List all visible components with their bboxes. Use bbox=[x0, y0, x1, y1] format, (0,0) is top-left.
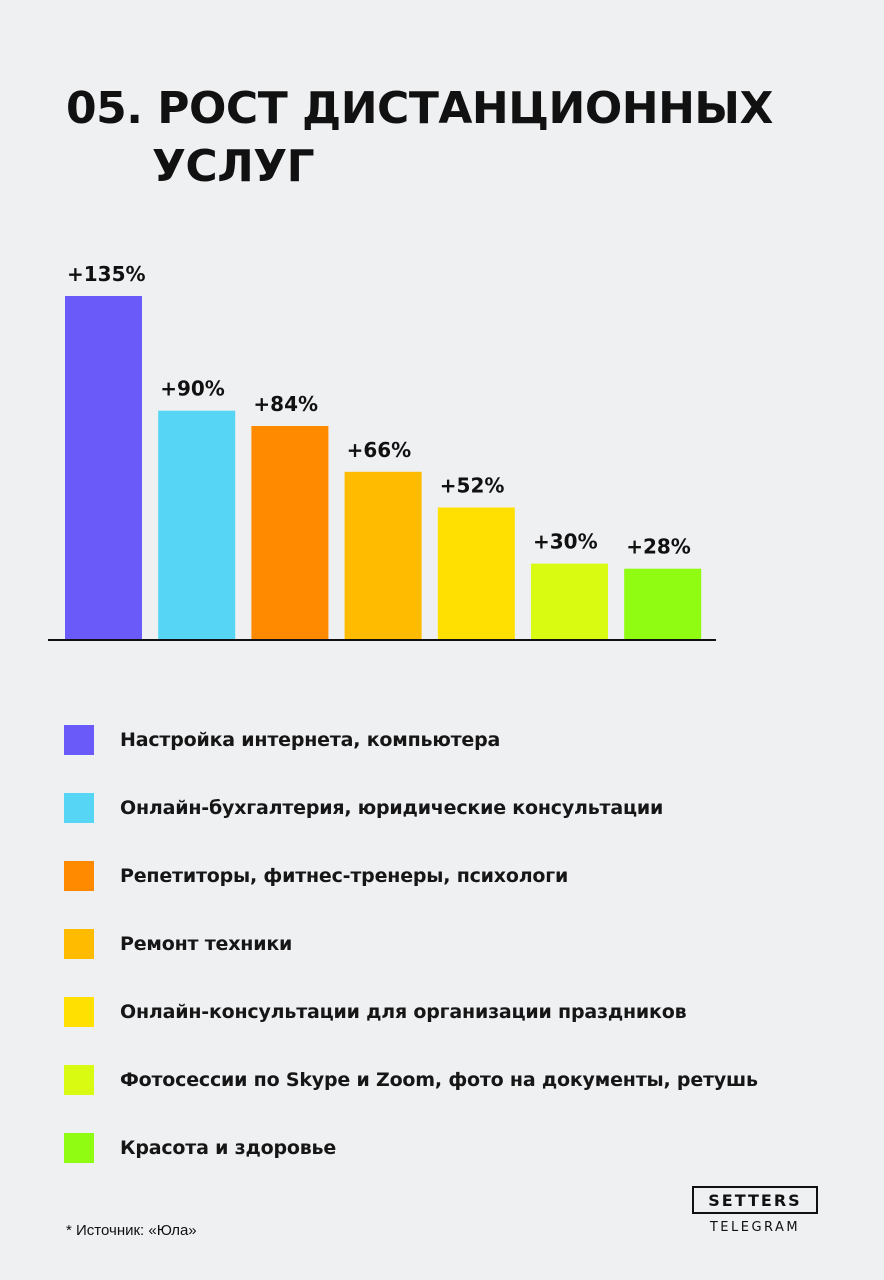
source-note: * Источник: «Юла» bbox=[66, 1222, 197, 1239]
legend-swatch bbox=[64, 861, 94, 891]
legend-label: Онлайн-консультации для организации праз… bbox=[120, 1001, 687, 1023]
bars-layer bbox=[65, 296, 702, 640]
bar-value-label-3: +84% bbox=[253, 392, 318, 416]
legend-item: Настройка интернета, компьютера bbox=[64, 706, 758, 774]
value-labels-layer: +135% +90% +84% +66% +52% +30% +28% bbox=[67, 262, 691, 559]
bar-7 bbox=[624, 568, 702, 640]
title-line-2: УСЛУГ bbox=[152, 141, 315, 192]
bar-chart: +135% +90% +84% +66% +52% +30% +28% bbox=[48, 262, 716, 641]
bar-value-label-7: +28% bbox=[626, 535, 691, 559]
legend-item: Репетиторы, фитнес-тренеры, психологи bbox=[64, 842, 758, 910]
legend-swatch bbox=[64, 793, 94, 823]
logo-wordmark: SETTERS bbox=[692, 1186, 818, 1214]
legend-label: Ремонт техники bbox=[120, 933, 293, 955]
page-title: 05. РОСТ ДИСТАНЦИОННЫХ УСЛУГ bbox=[66, 80, 773, 196]
logo-subtitle: TELEGRAM bbox=[709, 1220, 801, 1235]
bar-1 bbox=[65, 296, 142, 640]
bar-value-label-1: +135% bbox=[67, 262, 146, 286]
bar-3 bbox=[251, 426, 329, 640]
legend-swatch bbox=[64, 1133, 94, 1163]
legend-swatch bbox=[64, 1065, 94, 1095]
legend-label: Репетиторы, фитнес-тренеры, психологи bbox=[120, 865, 569, 887]
legend-label: Красота и здоровье bbox=[120, 1137, 337, 1159]
legend-label: Настройка интернета, компьютера bbox=[120, 729, 501, 751]
legend-item: Онлайн-бухгалтерия, юридические консульт… bbox=[64, 774, 758, 842]
bar-4 bbox=[344, 471, 422, 640]
legend-label: Фотосессии по Skype и Zoom, фото на доку… bbox=[120, 1069, 758, 1091]
bar-value-label-6: +30% bbox=[533, 530, 598, 554]
legend-item: Фотосессии по Skype и Zoom, фото на доку… bbox=[64, 1046, 758, 1114]
bar-value-label-2: +90% bbox=[160, 377, 225, 401]
legend-swatch bbox=[64, 929, 94, 959]
bar-5 bbox=[437, 507, 515, 640]
bar-2 bbox=[158, 410, 236, 640]
legend-item: Онлайн-консультации для организации праз… bbox=[64, 978, 758, 1046]
legend-swatch bbox=[64, 997, 94, 1027]
chart-legend: Настройка интернета, компьютера Онлайн-бу… bbox=[64, 706, 758, 1182]
bar-6 bbox=[531, 563, 608, 640]
legend-item: Ремонт техники bbox=[64, 910, 758, 978]
legend-item: Красота и здоровье bbox=[64, 1114, 758, 1182]
title-line-1: 05. РОСТ ДИСТАНЦИОННЫХ bbox=[66, 83, 773, 134]
bar-value-label-4: +66% bbox=[347, 438, 412, 462]
legend-swatch bbox=[64, 725, 94, 755]
bar-chart-svg: +135% +90% +84% +66% +52% +30% +28% bbox=[48, 262, 716, 641]
legend-label: Онлайн-бухгалтерия, юридические консульт… bbox=[120, 797, 664, 819]
bar-value-label-5: +52% bbox=[440, 474, 505, 498]
setters-logo: SETTERS TELEGRAM bbox=[692, 1186, 818, 1235]
